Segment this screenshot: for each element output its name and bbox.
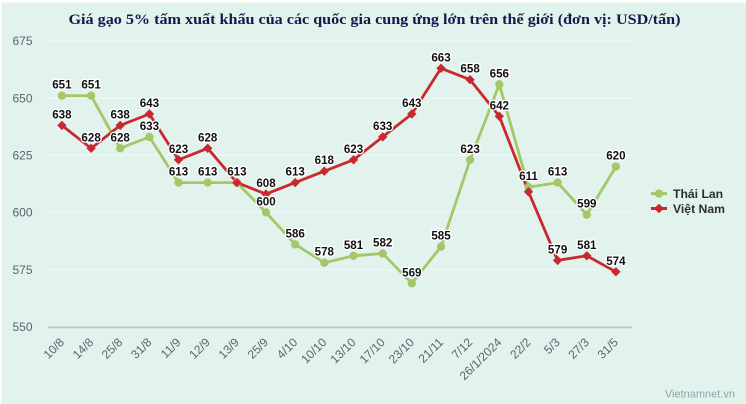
svg-text:650: 650 bbox=[12, 91, 32, 105]
svg-text:611: 611 bbox=[519, 170, 538, 183]
svg-text:569: 569 bbox=[402, 266, 422, 279]
svg-text:651: 651 bbox=[81, 79, 101, 92]
svg-text:623: 623 bbox=[169, 143, 189, 156]
svg-text:628: 628 bbox=[198, 131, 218, 144]
svg-text:600: 600 bbox=[12, 206, 32, 220]
svg-text:Thái Lan: Thái Lan bbox=[673, 187, 723, 201]
svg-text:550: 550 bbox=[12, 320, 32, 334]
svg-text:663: 663 bbox=[431, 51, 451, 64]
svg-text:642: 642 bbox=[490, 99, 509, 112]
svg-text:600: 600 bbox=[256, 195, 275, 208]
svg-text:633: 633 bbox=[140, 120, 160, 133]
svg-text:599: 599 bbox=[577, 198, 597, 211]
svg-text:623: 623 bbox=[344, 143, 364, 156]
svg-text:581: 581 bbox=[344, 239, 364, 252]
svg-text:581: 581 bbox=[577, 239, 597, 252]
svg-text:Việt Nam: Việt Nam bbox=[673, 202, 725, 216]
svg-text:638: 638 bbox=[111, 108, 131, 121]
svg-text:675: 675 bbox=[12, 34, 32, 48]
svg-text:613: 613 bbox=[169, 166, 189, 179]
svg-text:620: 620 bbox=[606, 150, 625, 163]
svg-text:582: 582 bbox=[373, 237, 392, 250]
svg-text:618: 618 bbox=[315, 154, 335, 167]
svg-text:656: 656 bbox=[490, 67, 510, 80]
svg-text:613: 613 bbox=[198, 166, 218, 179]
svg-text:613: 613 bbox=[286, 166, 306, 179]
svg-text:578: 578 bbox=[315, 246, 335, 259]
svg-text:658: 658 bbox=[460, 63, 480, 76]
svg-text:613: 613 bbox=[548, 166, 568, 179]
svg-text:575: 575 bbox=[12, 263, 32, 277]
svg-text:651: 651 bbox=[52, 79, 72, 92]
svg-text:613: 613 bbox=[227, 166, 247, 179]
svg-text:633: 633 bbox=[373, 120, 393, 133]
svg-text:Giá gạo 5% tấm xuất khẩu của c: Giá gạo 5% tấm xuất khẩu của các quốc gi… bbox=[69, 12, 681, 28]
svg-text:628: 628 bbox=[111, 131, 131, 144]
svg-text:625: 625 bbox=[12, 149, 32, 163]
svg-text:643: 643 bbox=[140, 97, 160, 110]
svg-text:586: 586 bbox=[286, 227, 306, 240]
svg-text:638: 638 bbox=[52, 108, 72, 121]
svg-text:628: 628 bbox=[81, 131, 101, 144]
svg-text:585: 585 bbox=[431, 230, 451, 243]
svg-text:643: 643 bbox=[402, 97, 422, 110]
svg-text:Vietnamnet.vn: Vietnamnet.vn bbox=[665, 389, 735, 401]
svg-text:574: 574 bbox=[606, 255, 626, 268]
svg-text:608: 608 bbox=[256, 177, 276, 190]
svg-text:579: 579 bbox=[548, 243, 568, 256]
svg-text:623: 623 bbox=[460, 143, 480, 156]
